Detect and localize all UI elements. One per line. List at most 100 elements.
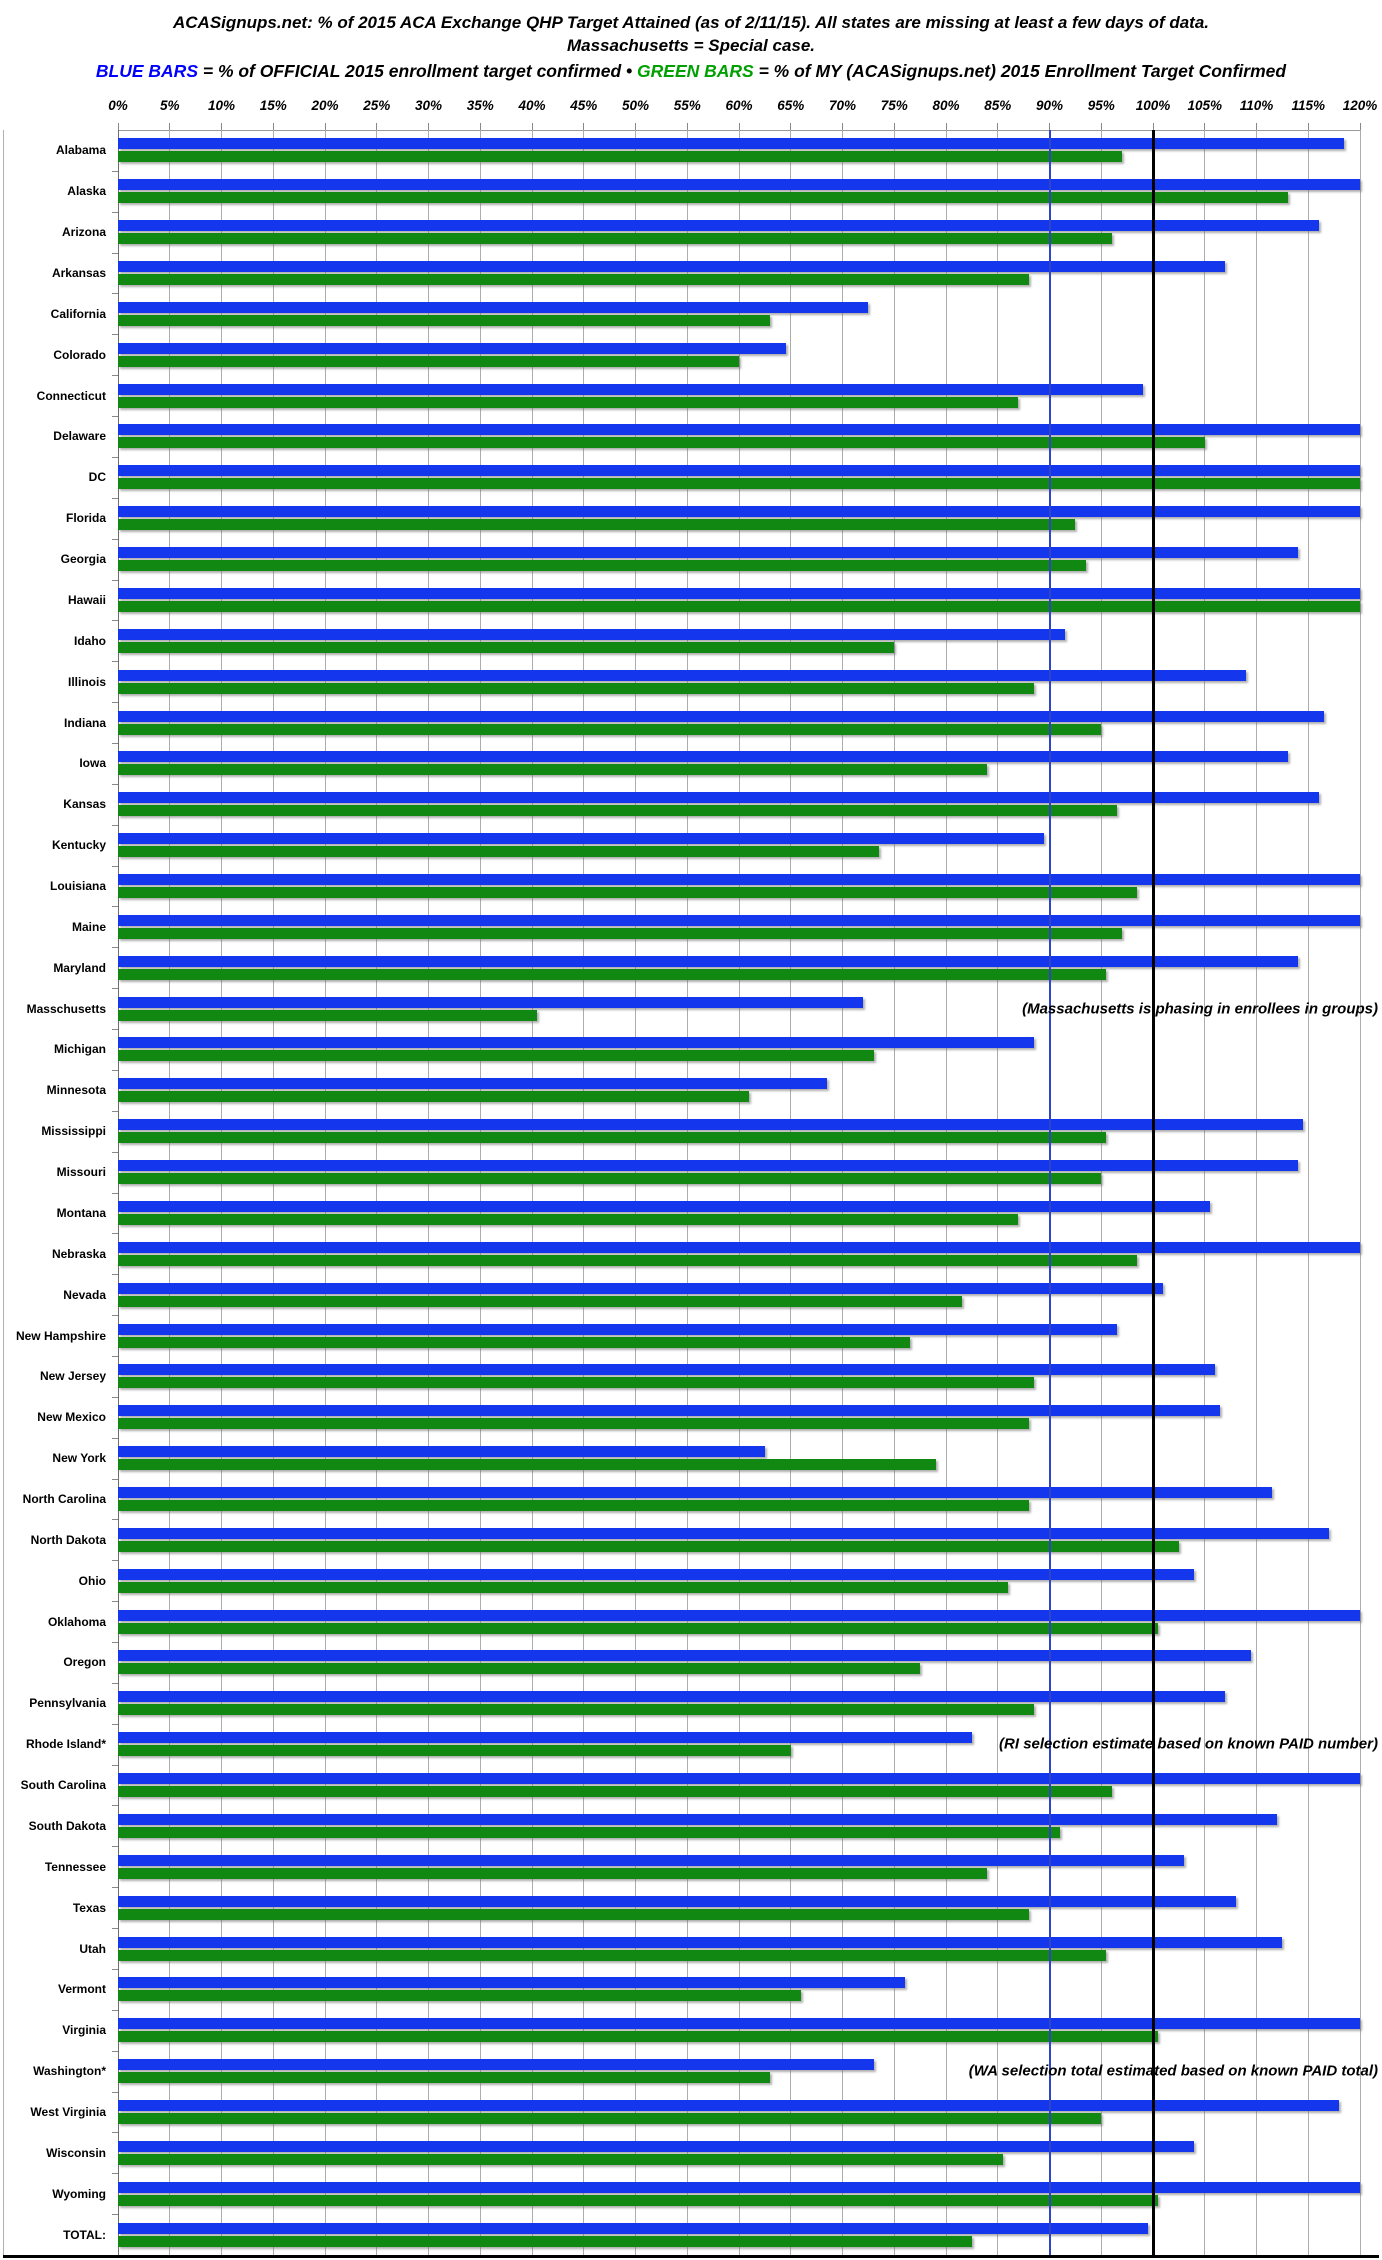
legend-separator-dot: • <box>621 61 638 81</box>
state-label: Montana <box>56 1205 106 1220</box>
gridline <box>1359 130 1361 2255</box>
x-axis-tick-label: 0% <box>108 98 128 113</box>
bar-green-pennsylvania <box>118 1704 1034 1716</box>
bar-blue-wyoming <box>118 2181 1360 2193</box>
plot-top-border <box>118 130 1361 131</box>
gridline <box>842 130 843 2255</box>
x-axis-tick-label: 15% <box>259 98 287 113</box>
state-label: TOTAL: <box>63 2227 106 2242</box>
row-tick-mark <box>112 456 118 458</box>
bar-green-westvirginia <box>118 2112 1102 2124</box>
row-tick-mark <box>112 1764 118 1766</box>
bar-blue-northdakota <box>118 1527 1329 1539</box>
state-label: Kentucky <box>51 838 106 853</box>
gridline <box>583 130 585 2255</box>
bar-blue-connecticut <box>118 383 1143 395</box>
row-tick-mark <box>112 988 118 990</box>
bar-green-louisiana <box>118 887 1138 898</box>
gridline <box>790 130 792 2255</box>
row-tick-mark <box>112 2009 118 2011</box>
gridline <box>272 130 274 2255</box>
state-label: Oregon <box>63 1655 106 1670</box>
gridline <box>997 130 999 2255</box>
axis-tick-mark <box>1307 123 1309 130</box>
row-tick-mark <box>112 1355 118 1357</box>
state-label: Maryland <box>53 960 106 975</box>
bar-green-nevada <box>118 1295 962 1307</box>
x-axis-tick-label: 110% <box>1239 98 1274 113</box>
state-label: Ohio <box>78 1573 106 1588</box>
bar-blue-delaware <box>118 424 1360 436</box>
bar-green-alabama <box>118 151 1122 163</box>
state-label: Minnesota <box>46 1083 106 1098</box>
bar-green-maine <box>118 927 1122 939</box>
state-label: Missouri <box>56 1165 106 1180</box>
axis-tick-mark <box>221 123 222 130</box>
row-tick-mark <box>112 742 118 744</box>
chart-title-line2: Massachusetts = Special case. <box>566 36 816 55</box>
bar-blue-missouri <box>118 1160 1298 1172</box>
row-tick-mark <box>112 334 118 336</box>
bar-blue-tennessee <box>118 1854 1185 1866</box>
state-label: Tennessee <box>44 1859 106 1874</box>
bar-blue-northcarolina <box>118 1486 1273 1498</box>
bar-green-kansas <box>118 805 1117 817</box>
gridline <box>428 130 429 2255</box>
bar-blue-washington <box>118 2059 874 2071</box>
bar-blue-nevada <box>118 1282 1164 1294</box>
row-tick-mark <box>112 1274 118 1276</box>
bar-blue-southdakota <box>118 1813 1278 1825</box>
axis-tick-mark <box>997 123 999 130</box>
row-tick-mark <box>112 1315 118 1317</box>
row-tick-mark <box>112 1601 118 1603</box>
gridline <box>221 130 222 2255</box>
bar-green-iowa <box>118 764 988 776</box>
row-tick-mark <box>112 1437 118 1439</box>
row-tick-mark <box>112 1642 118 1644</box>
row-tick-mark <box>112 1887 118 1889</box>
bar-blue-michigan <box>118 1037 1034 1049</box>
x-axis-tick-label: 50% <box>621 98 650 113</box>
bar-blue-mississippi <box>118 1119 1304 1131</box>
bar-green-dc <box>118 478 1360 490</box>
bar-blue-total <box>118 2222 1148 2234</box>
row-tick-mark <box>112 702 118 704</box>
row-tick-mark <box>112 1233 118 1235</box>
bar-green-utah <box>118 1949 1107 1961</box>
bar-blue-southcarolina <box>118 1773 1360 1785</box>
x-axis-tick-label: 25% <box>363 98 391 113</box>
bar-blue-iowa <box>118 751 1288 763</box>
state-label: North Carolina <box>22 1491 106 1506</box>
x-axis-tick-label: 65% <box>777 98 805 113</box>
state-label: Mississippi <box>41 1124 106 1139</box>
bar-green-michigan <box>118 1050 874 1062</box>
bar-green-newjersey <box>118 1377 1034 1389</box>
axis-tick-mark <box>376 123 378 130</box>
state-label: Connecticut <box>36 388 106 403</box>
x-axis-tick-label: 20% <box>311 98 339 113</box>
row-tick-mark <box>112 1396 118 1398</box>
bar-green-southdakota <box>118 1826 1060 1838</box>
axis-tick-mark <box>1049 123 1050 130</box>
gridline <box>479 130 481 2255</box>
row-tick-mark <box>112 2173 118 2175</box>
x-axis-tick-label: 80% <box>932 98 960 113</box>
axis-tick-mark <box>945 123 947 130</box>
row-tick-mark <box>112 1029 118 1031</box>
row-tick-mark <box>112 620 118 622</box>
bar-green-rhodeisland <box>118 1745 791 1757</box>
state-label: Indiana <box>63 715 106 730</box>
bar-blue-westvirginia <box>118 2099 1340 2111</box>
state-label: Alaska <box>67 184 106 199</box>
x-axis-tick-label: 105% <box>1187 98 1223 113</box>
state-label: California <box>50 306 106 321</box>
row-tick-mark <box>112 1192 118 1194</box>
bar-blue-montana <box>118 1200 1210 1212</box>
bar-green-montana <box>118 1213 1019 1225</box>
state-label: Idaho <box>74 633 106 648</box>
gridline <box>635 130 636 2255</box>
x-axis-tick-label: 30% <box>414 98 443 113</box>
state-label: Delaware <box>53 429 106 444</box>
axis-tick-mark <box>893 123 895 130</box>
